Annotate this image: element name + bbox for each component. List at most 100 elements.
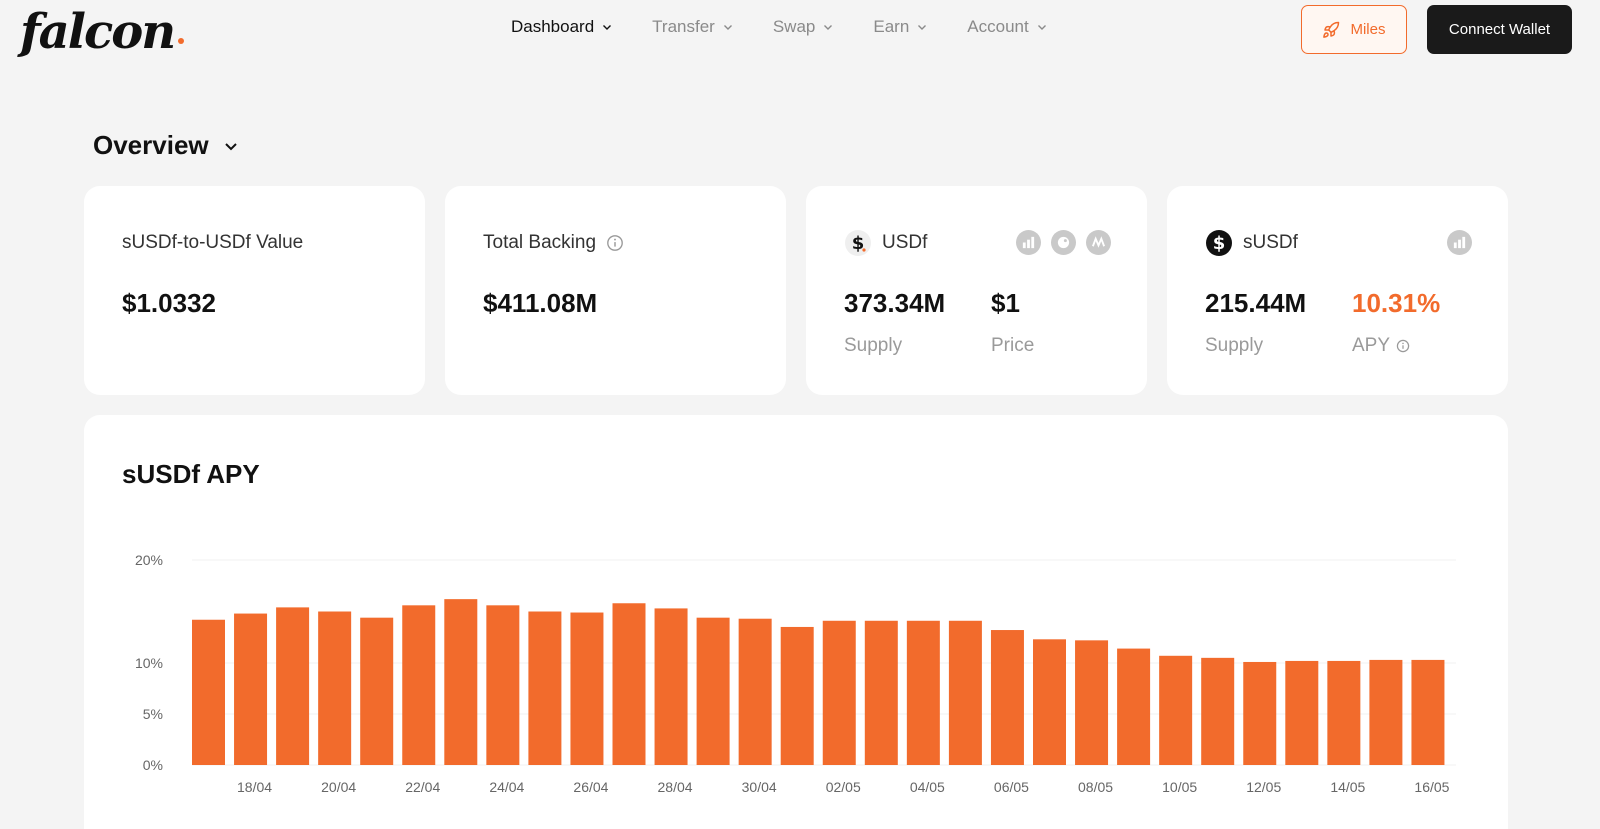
info-icon[interactable]: [1396, 339, 1410, 353]
usdf-supply-label: Supply: [844, 335, 903, 356]
backing-card: Total Backing $411.08M: [445, 186, 786, 395]
chart-bar: [1117, 648, 1151, 765]
nav-earn[interactable]: Earn: [873, 14, 927, 40]
overview-title: Overview: [93, 130, 209, 160]
chart-bar: [948, 620, 982, 765]
susdf-token-name: sUSDf: [1243, 232, 1298, 253]
coinmarketcap-icon[interactable]: [1086, 230, 1111, 255]
chart-bar: [990, 630, 1024, 765]
apy-bar-chart: 0% 5% 10% 20% 18/04 20/04 22/04 24/04 26/04 28/04…: [135, 552, 1456, 795]
falcon-logo[interactable]: falcon: [20, 0, 185, 56]
backing-card-header: Total Backing: [483, 230, 624, 256]
nav-swap[interactable]: Swap: [773, 14, 834, 40]
backing-card-label: Total Backing: [483, 232, 597, 253]
usdf-price-stat: $1 Price: [991, 288, 1034, 357]
nav-label: Transfer: [652, 17, 715, 36]
info-icon[interactable]: [606, 234, 624, 252]
y-tick-label: 5%: [143, 706, 163, 722]
usdf-card: $ USDf 373.34M Supply $1 Price: [806, 186, 1147, 395]
susdf-apy-label: APY: [1352, 335, 1391, 356]
connect-wallet-button[interactable]: Connect Wallet: [1427, 5, 1572, 54]
nav-label: Account: [967, 17, 1029, 36]
chart-bar: [654, 608, 688, 765]
usdf-card-header: $ USDf: [844, 230, 927, 256]
x-tick-label: 22/04: [405, 779, 440, 795]
usdf-token-name: USDf: [882, 232, 928, 253]
logo-dot: [178, 38, 185, 44]
chart-bar: [1327, 660, 1361, 765]
nav-dashboard[interactable]: Dashboard: [511, 14, 612, 40]
chart-bar: [738, 618, 772, 765]
chart-bar: [402, 605, 436, 765]
chart-bar: [696, 617, 730, 765]
chart-bar: [276, 607, 310, 765]
x-tick-label: 20/04: [321, 779, 356, 795]
chart-bar: [612, 603, 646, 765]
chevron-down-icon: [723, 25, 732, 30]
chevron-down-icon: [224, 142, 237, 150]
susdf-external-links: [1447, 230, 1472, 255]
susdf-apy-value: 10.31%: [1352, 288, 1441, 318]
chevron-down-icon: [824, 25, 833, 30]
nav-label: Dashboard: [511, 17, 595, 36]
nav-label: Swap: [772, 17, 816, 36]
chart-title: sUSDf APY: [122, 459, 260, 489]
chevron-down-icon: [918, 25, 927, 30]
svg-text:$: $: [1213, 233, 1226, 254]
x-tick-label: 18/04: [237, 779, 272, 795]
susdf-coin-icon: $: [1206, 230, 1232, 256]
chart-bar: [444, 599, 478, 765]
backing-card-value: $411.08M: [483, 288, 598, 318]
usdf-supply-value: 373.34M: [844, 288, 946, 318]
nav-account[interactable]: Account: [967, 14, 1046, 40]
chart-bar: [1285, 660, 1319, 765]
value-card: sUSDf-to-USDf Value $1.0332: [84, 186, 425, 395]
susdf-apy-label-row: APY: [1352, 335, 1440, 357]
x-tick-label: 14/05: [1330, 779, 1365, 795]
overview-dropdown[interactable]: Overview: [93, 130, 239, 161]
chart-bar: [1075, 640, 1109, 765]
y-tick-label: 20%: [135, 552, 163, 568]
chart-bar: [1411, 659, 1445, 765]
usdf-price-value: $1: [991, 288, 1020, 318]
x-tick-label: 16/05: [1414, 779, 1449, 795]
chart-bar: [822, 620, 856, 765]
y-tick-label: 0%: [143, 757, 163, 773]
chart-bar: [780, 626, 814, 765]
x-tick-label: 06/05: [994, 779, 1029, 795]
chart-bar: [360, 617, 394, 765]
value-card-label: sUSDf-to-USDf Value: [122, 232, 304, 253]
chart-bar: [1369, 659, 1403, 765]
susdf-card: $ sUSDf 215.44M Supply 10.31% APY: [1167, 186, 1508, 395]
svg-text:$: $: [852, 233, 865, 254]
chart-bar: [234, 613, 268, 765]
value-card-value: $1.0332: [122, 288, 216, 318]
usdf-supply-stat: 373.34M Supply: [844, 288, 945, 357]
chart-bar: [192, 619, 225, 765]
chart-bar: [570, 612, 604, 765]
rocket-icon: [1323, 21, 1340, 38]
x-tick-label: 10/05: [1162, 779, 1197, 795]
apy-chart-card: sUSDf APY 0% 5% 10% 20% 18/04 20/04 22/04 24/04…: [84, 415, 1508, 829]
chevron-down-icon: [1037, 25, 1046, 30]
x-tick-label: 08/05: [1078, 779, 1113, 795]
chart-bar: [1201, 657, 1235, 765]
x-tick-label: 30/04: [742, 779, 777, 795]
chart-bar: [906, 620, 940, 765]
chart-bar: [486, 605, 520, 765]
chart-bar: [1159, 655, 1193, 765]
miles-button[interactable]: Miles: [1301, 5, 1407, 54]
nav-transfer[interactable]: Transfer: [652, 14, 733, 40]
miles-label: Miles: [1350, 21, 1386, 38]
coingecko-chart-icon[interactable]: [1016, 230, 1041, 255]
susdf-card-header: $ sUSDf: [1205, 230, 1298, 256]
chart-bar: [1033, 639, 1066, 765]
y-tick-label: 10%: [135, 655, 163, 671]
susdf-supply-stat: 215.44M Supply: [1205, 288, 1306, 357]
usdf-coin-icon: $: [845, 230, 871, 256]
gecko-icon[interactable]: [1051, 230, 1076, 255]
coingecko-chart-icon[interactable]: [1447, 230, 1472, 255]
nav-label: Earn: [873, 17, 910, 36]
susdf-supply-label: Supply: [1205, 335, 1264, 356]
x-tick-label: 12/05: [1246, 779, 1281, 795]
